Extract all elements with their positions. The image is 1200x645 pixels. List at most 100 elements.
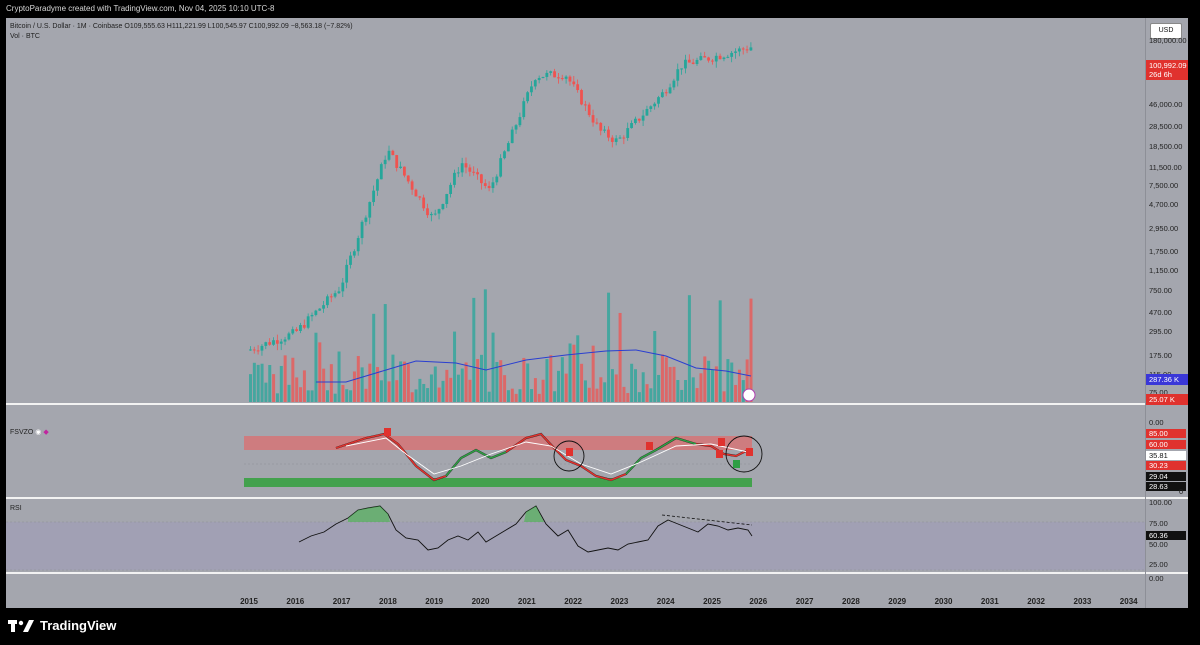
volume-bar: [672, 366, 676, 402]
volume-bar: [572, 344, 576, 402]
volume-bar: [714, 366, 718, 402]
fsvzo-legend[interactable]: FSVZO ◉ ◆: [10, 428, 49, 438]
candle-body: [595, 122, 599, 124]
year-label: 2025: [703, 597, 721, 606]
year-label: 2030: [934, 597, 953, 606]
candle-body: [495, 176, 499, 183]
volume-bar: [433, 366, 437, 402]
price-axis-label: 46,000.00: [1149, 100, 1183, 109]
volume-bar: [418, 378, 422, 402]
volume-bar: [387, 381, 391, 402]
candle-body: [545, 72, 549, 77]
year-label: 2016: [286, 597, 305, 606]
volume-legend[interactable]: Vol · BTC: [10, 33, 40, 40]
volume-bar: [734, 384, 738, 402]
candle-body: [610, 137, 614, 142]
price-axis-label: 295.00: [1149, 327, 1172, 336]
candle-body: [506, 143, 510, 152]
volume-bar: [426, 388, 430, 402]
fsvzo-segment: [625, 437, 697, 475]
candle-body: [680, 68, 683, 70]
candle-body: [433, 213, 437, 215]
volume-bar: [722, 391, 726, 402]
volume-bar: [618, 312, 622, 402]
candle-body: [522, 101, 526, 118]
candle-body: [364, 217, 368, 222]
fsvzo-segment: [695, 443, 749, 457]
candle-body: [445, 194, 449, 205]
tradingview-brand[interactable]: TradingView: [8, 618, 116, 633]
candle-body: [653, 103, 657, 107]
volume-bar: [260, 363, 264, 402]
chart-canvas[interactable]: [6, 18, 1188, 608]
overbought-zone: [244, 436, 752, 450]
sell-marker: [566, 448, 573, 456]
candle-body: [684, 59, 687, 69]
candle-body: [514, 125, 518, 130]
candle-body: [637, 118, 641, 121]
currency-button[interactable]: USD: [1150, 23, 1182, 39]
oscillator-axis-label: 30.23: [1146, 461, 1186, 470]
candle-body: [483, 183, 487, 186]
symbol-legend[interactable]: Bitcoin / U.S. Dollar · 1M · Coinbase O1…: [10, 23, 353, 30]
volume-bar: [560, 357, 564, 402]
volume-bar: [287, 384, 291, 402]
pane-separator-volume-osc[interactable]: [6, 403, 1188, 405]
volume-bar: [441, 380, 445, 402]
volume-bar: [256, 364, 260, 402]
volume-bar: [437, 387, 441, 402]
volume-bar: [699, 373, 703, 402]
oscillator-axis-label: 85.00: [1146, 429, 1186, 438]
candle-body: [537, 77, 541, 81]
indicator-color-icon[interactable]: ◆: [43, 429, 49, 436]
price-axis-label: 750.00: [1149, 286, 1172, 295]
volume-bar: [522, 357, 526, 402]
candle-body: [464, 163, 468, 168]
candle-body: [368, 202, 372, 218]
rsi-axis-label: 50.00: [1149, 540, 1168, 549]
year-label: 2021: [517, 597, 536, 606]
candle-body: [583, 104, 587, 106]
pane-separator-rsi-time[interactable]: [6, 572, 1188, 574]
price-axis-label: 28,500.00: [1149, 122, 1183, 131]
volume-bar: [299, 387, 303, 402]
candle-body: [318, 308, 322, 311]
candle-body: [541, 76, 545, 78]
candle-body: [449, 184, 452, 195]
volume-series: [249, 289, 753, 402]
volume-bar: [314, 332, 318, 402]
chart-frame[interactable]: Bitcoin / U.S. Dollar · 1M · Coinbase O1…: [6, 18, 1188, 608]
candle-body: [376, 179, 379, 191]
price-axis-label: 180,000.00: [1149, 36, 1187, 45]
candle-body: [741, 48, 745, 50]
volume-bar: [410, 392, 414, 402]
candle-body: [510, 129, 514, 144]
candle-body: [472, 171, 476, 173]
candle-body: [395, 155, 399, 168]
year-label: 2034: [1119, 597, 1138, 606]
volume-bar: [495, 362, 499, 402]
volume-bar: [406, 364, 410, 402]
rsi-legend[interactable]: RSI: [10, 505, 22, 512]
volume-bar: [295, 377, 299, 402]
year-label: 2019: [425, 597, 444, 606]
candle-body: [607, 129, 610, 138]
candle-body: [603, 129, 606, 131]
volume-bar: [514, 393, 518, 402]
volume-bar: [476, 359, 480, 402]
rsi-overbought-fill: [348, 506, 390, 522]
candle-body: [299, 325, 302, 331]
pane-separator-osc-rsi[interactable]: [6, 497, 1188, 499]
volume-bar: [545, 359, 549, 402]
candle-body: [722, 57, 726, 60]
eye-icon[interactable]: ◉: [35, 429, 42, 436]
volume-bar: [279, 365, 283, 402]
volume-bar: [483, 289, 487, 402]
volume-bar: [718, 300, 722, 402]
rsi-overbought-fill: [524, 506, 544, 522]
volume-bar: [649, 388, 653, 402]
year-label: 2015: [240, 597, 258, 606]
fsvzo-segment: [335, 433, 385, 449]
candle-body: [599, 122, 603, 131]
volume-bar: [372, 313, 376, 402]
